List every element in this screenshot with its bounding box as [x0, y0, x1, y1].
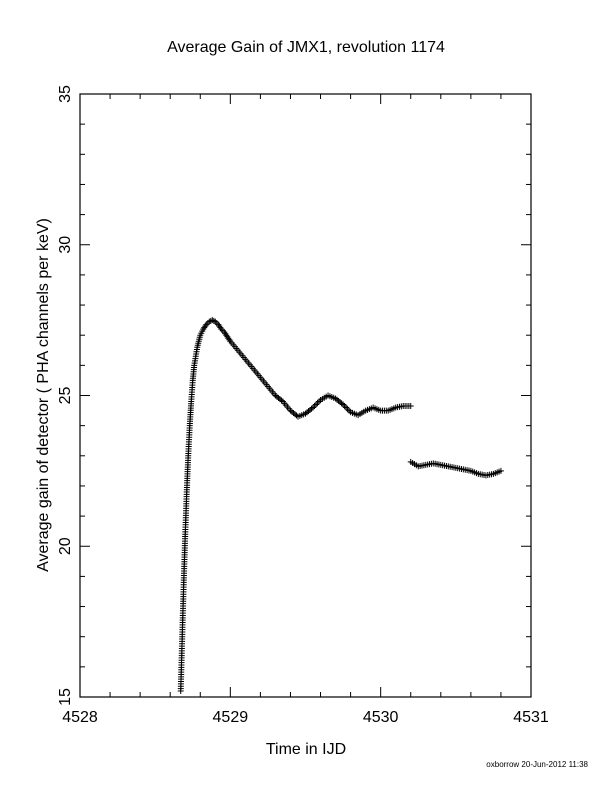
data-point [407, 403, 414, 410]
data-point [209, 317, 216, 324]
y-tick-label: 35 [57, 85, 74, 103]
footer-credit: oxborrow 20-Jun-2012 11:38 [486, 760, 588, 769]
data-point [212, 318, 219, 325]
y-tick-label: 25 [57, 387, 74, 405]
data-point [344, 406, 351, 413]
x-tick-label: 4531 [513, 709, 549, 726]
x-axis-label: Time in IJD [266, 741, 346, 758]
data-point [206, 318, 213, 325]
data-point [316, 398, 323, 405]
y-tick-label: 20 [57, 537, 74, 555]
data-point [343, 404, 350, 411]
y-tick-label: 30 [57, 236, 74, 254]
data-point [314, 400, 321, 407]
axis-ticks [79, 93, 532, 698]
data-point [341, 403, 348, 410]
x-tick-label: 4528 [62, 709, 98, 726]
y-axis-label: Average gain of detector ( PHA channels … [35, 218, 52, 572]
x-tick-label: 4529 [213, 709, 249, 726]
data-markers [177, 317, 504, 694]
data-point [311, 403, 318, 410]
data-point [313, 401, 320, 408]
tick-labels: 4528 4529 4530 4531 15 20 25 30 35 [57, 85, 549, 726]
plot-frame [79, 93, 532, 698]
chart-title: Average Gain of JMX1, revolution 1174 [167, 39, 445, 56]
data-point [497, 467, 504, 474]
y-tick-label: 15 [57, 688, 74, 706]
x-tick-label: 4530 [363, 709, 399, 726]
